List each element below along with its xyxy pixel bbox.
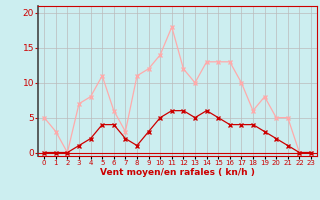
X-axis label: Vent moyen/en rafales ( kn/h ): Vent moyen/en rafales ( kn/h ) [100, 168, 255, 177]
